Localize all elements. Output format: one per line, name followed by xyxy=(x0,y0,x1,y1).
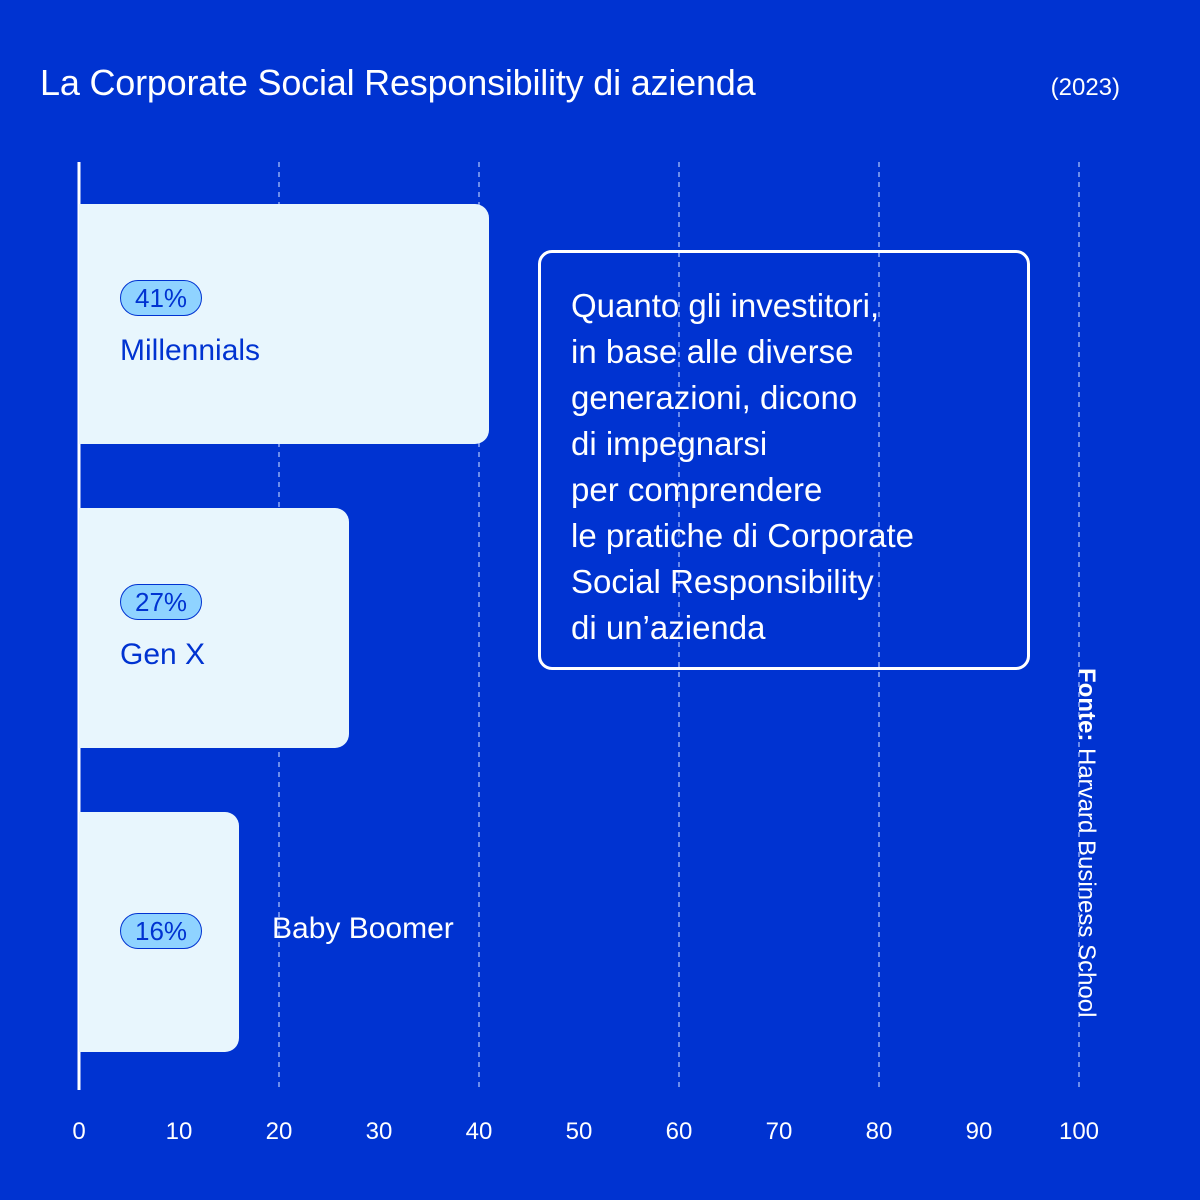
x-tick-label: 100 xyxy=(1059,1118,1099,1145)
x-tick-label: 60 xyxy=(666,1118,693,1145)
x-tick-label: 10 xyxy=(166,1118,193,1145)
x-tick-label: 80 xyxy=(866,1118,893,1145)
callout-line: di un’azienda xyxy=(571,609,766,646)
source-name: Harvard Business School xyxy=(1073,747,1100,1018)
callout-line: Quanto gli investitori, xyxy=(571,287,880,324)
callout-line: di impegnarsi xyxy=(571,425,768,462)
value-label-pill: 41% xyxy=(120,280,203,316)
x-tick-label: 70 xyxy=(766,1118,793,1145)
callout-line: per comprendere xyxy=(571,471,823,508)
x-tick-labels: 0 10 20 30 40 50 60 70 80 90 100 xyxy=(72,1118,1099,1145)
x-tick-label: 30 xyxy=(366,1118,393,1145)
callout-box: Quanto gli investitori, in base alle div… xyxy=(538,250,1030,670)
source-credit: Fonte: Harvard Business School xyxy=(1072,668,1100,1017)
x-tick-label: 0 xyxy=(72,1118,85,1145)
x-tick-label: 90 xyxy=(966,1118,993,1145)
x-tick-label: 20 xyxy=(266,1118,293,1145)
chart-title: La Corporate Social Responsibility di az… xyxy=(40,62,756,103)
callout-line: in base alle diverse xyxy=(571,333,854,370)
value-label-pill: 16% xyxy=(120,913,203,949)
callout-line: le pratiche di Corporate xyxy=(571,517,915,554)
bar-gen-x xyxy=(79,508,349,748)
x-tick-label: 50 xyxy=(566,1118,593,1145)
chart-year: (2023) xyxy=(1050,74,1120,101)
callout-line: Social Responsibility xyxy=(571,563,874,600)
category-label: Millennials xyxy=(120,334,261,367)
category-label: Gen X xyxy=(120,638,206,671)
value-label-pill: 27% xyxy=(120,584,203,620)
category-label: Baby Boomer xyxy=(272,912,454,945)
bar-millennials xyxy=(79,204,489,444)
callout-line: generazioni, dicono xyxy=(571,379,858,416)
source-label: Fonte: xyxy=(1073,668,1100,742)
x-tick-label: 40 xyxy=(466,1118,493,1145)
